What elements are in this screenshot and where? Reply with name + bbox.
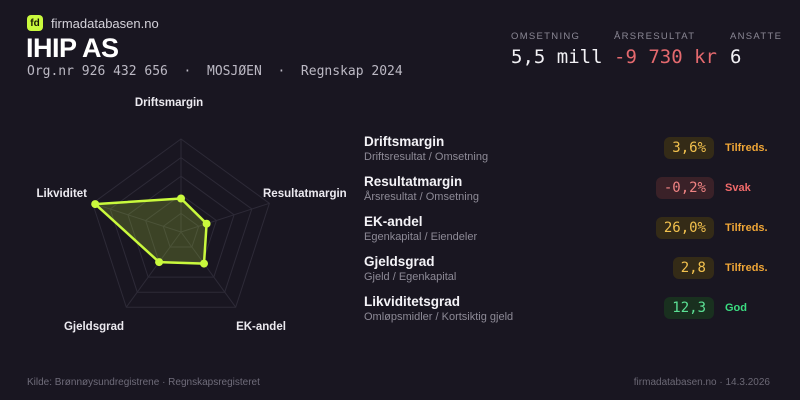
- radar-data-polygon: [93, 197, 208, 265]
- axis-label-resultatmargin: Resultatmargin: [263, 188, 347, 200]
- metric-name: Likviditetsgrad: [364, 293, 461, 309]
- metrics-panel: Driftsmargin Driftsresultat / Omsetning …: [364, 134, 773, 334]
- metric-name: Gjeldsgrad: [364, 253, 435, 269]
- axis-label-likviditet: Likviditet: [37, 188, 88, 200]
- footer-site-date: firmadatabasen.no · 14.3.2026: [633, 377, 770, 388]
- axis-label-gjeldsgrad: Gjeldsgrad: [64, 321, 124, 333]
- metric-name: Resultatmargin: [364, 173, 463, 189]
- metric-status: Tilfreds.: [725, 222, 768, 234]
- axis-label-ek-andel: EK-andel: [236, 321, 286, 333]
- metric-status: Tilfreds.: [725, 142, 768, 154]
- org-info-line: Org.nr 926 432 656 · MOSJØEN · Regnskap …: [27, 64, 403, 79]
- metric-value-badge: 26,0%: [655, 217, 714, 239]
- metric-row-resultatmargin: Resultatmargin Årsresultat / Omsetning -…: [364, 174, 773, 203]
- stat-omsetning-label: OMSETNING: [511, 31, 581, 42]
- metric-text: Driftsmargin Driftsresultat / Omsetning: [364, 134, 664, 163]
- metric-text: Gjeldsgrad Gjeld / Egenkapital: [364, 254, 673, 283]
- metric-formula: Driftsresultat / Omsetning: [364, 150, 489, 163]
- stat-omsetning: OMSETNING 5,5 mill: [511, 31, 603, 68]
- radar-grid: [92, 138, 270, 308]
- radar-chart: Driftsmargin Resultatmargin EK-andel Gje…: [0, 85, 360, 350]
- stat-ansatte-label: ANSATTE: [730, 31, 783, 42]
- metric-value-badge: 2,8: [672, 257, 714, 279]
- stat-ansatte: ANSATTE 6: [730, 31, 782, 68]
- firmadatabasen-logo: fd: [27, 15, 43, 31]
- metric-value-badge: 3,6%: [664, 137, 714, 159]
- stat-arsresultat: ÅRSRESULTAT -9 730 kr: [614, 31, 717, 68]
- metric-row-ek-andel: EK-andel Egenkapital / Eiendeler 26,0% T…: [364, 214, 773, 243]
- metric-row-likviditetsgrad: Likviditetsgrad Omløpsmidler / Kortsikti…: [364, 294, 773, 323]
- logo-text: fd: [30, 17, 40, 29]
- metric-text: EK-andel Egenkapital / Eiendeler: [364, 214, 656, 243]
- stat-ansatte-value: 6: [730, 46, 742, 68]
- metric-formula: Årsresultat / Omsetning: [364, 190, 479, 203]
- axis-label-driftsmargin: Driftsmargin: [135, 97, 203, 109]
- metric-value-badge: 12,3: [664, 297, 714, 319]
- metric-row-gjeldsgrad: Gjeldsgrad Gjeld / Egenkapital 2,8 Tilfr…: [364, 254, 773, 283]
- stat-arsresultat-label: ÅRSRESULTAT: [614, 31, 696, 42]
- metric-status: Svak: [725, 182, 751, 194]
- metric-formula: Egenkapital / Eiendeler: [364, 230, 478, 243]
- metric-text: Resultatmargin Årsresultat / Omsetning: [364, 174, 656, 203]
- metric-name: Driftsmargin: [364, 133, 445, 149]
- metric-formula: Gjeld / Egenkapital: [364, 270, 457, 283]
- metric-text: Likviditetsgrad Omløpsmidler / Kortsikti…: [364, 294, 664, 323]
- stat-omsetning-value: 5,5 mill: [511, 46, 603, 68]
- radar-data-points: [91, 194, 211, 268]
- metric-formula: Omløpsmidler / Kortsiktig gjeld: [364, 310, 514, 323]
- metric-row-driftsmargin: Driftsmargin Driftsresultat / Omsetning …: [364, 134, 773, 163]
- brand-name: firmadatabasen.no: [51, 16, 159, 31]
- metric-value-badge: -0,2%: [655, 177, 714, 199]
- metric-status: Tilfreds.: [725, 262, 768, 274]
- footer-source: Kilde: Brønnøysundregistrene · Regnskaps…: [27, 377, 260, 388]
- company-title: IHIP AS: [26, 33, 119, 63]
- stat-arsresultat-value: -9 730 kr: [614, 46, 717, 68]
- metric-name: EK-andel: [364, 213, 423, 229]
- metric-status: God: [725, 302, 747, 314]
